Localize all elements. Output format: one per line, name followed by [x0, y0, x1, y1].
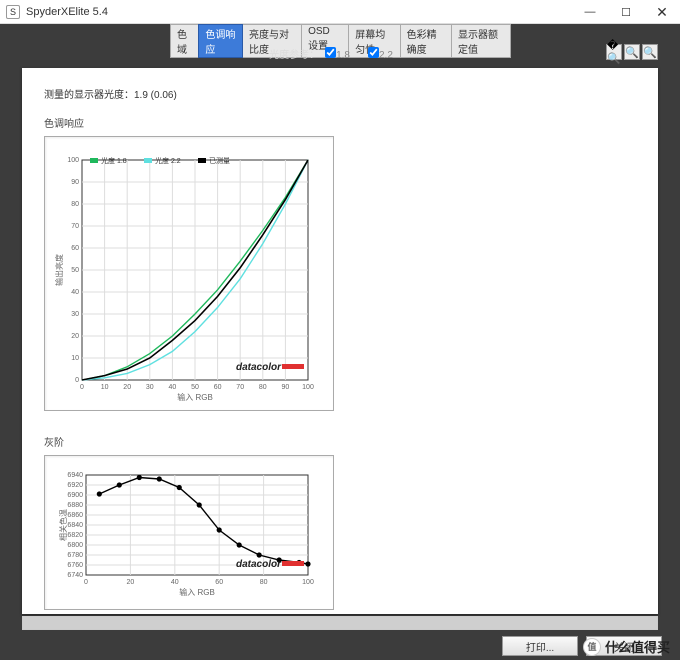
svg-text:100: 100: [302, 384, 314, 391]
svg-text:光度 2.2: 光度 2.2: [155, 156, 181, 165]
svg-text:输入 RGB: 输入 RGB: [179, 587, 215, 597]
svg-text:40: 40: [171, 579, 179, 586]
svg-text:20: 20: [123, 384, 131, 391]
gamma-ref-row: 光度参考： 1.8 2.2: [0, 46, 680, 61]
svg-text:60: 60: [71, 245, 79, 252]
svg-text:50: 50: [191, 384, 199, 391]
svg-text:6920: 6920: [67, 482, 83, 489]
window-controls: — ☐ ✕: [572, 0, 680, 24]
svg-text:已测量: 已测量: [209, 157, 230, 165]
svg-text:6880: 6880: [67, 502, 83, 509]
svg-text:6780: 6780: [67, 552, 83, 559]
zoom-toolbar: �🔍 🔍 🔍: [606, 44, 658, 60]
chart2-title: 灰阶: [44, 434, 636, 449]
svg-text:10: 10: [101, 384, 109, 391]
svg-text:datacolor: datacolor: [236, 559, 282, 570]
gamma-checkbox-2.2[interactable]: [368, 47, 379, 58]
zoom-out-icon[interactable]: 🔍: [624, 44, 640, 60]
svg-text:20: 20: [71, 333, 79, 340]
svg-text:10: 10: [71, 355, 79, 362]
svg-text:6840: 6840: [67, 522, 83, 529]
svg-text:60: 60: [214, 384, 222, 391]
window-title: SpyderXElite 5.4: [26, 6, 108, 18]
svg-text:6900: 6900: [67, 492, 83, 499]
svg-text:0: 0: [75, 377, 79, 384]
svg-text:50: 50: [71, 267, 79, 274]
svg-text:100: 100: [67, 157, 79, 164]
svg-text:datacolor: datacolor: [236, 362, 282, 373]
svg-text:6740: 6740: [67, 572, 83, 579]
svg-text:光度 1.8: 光度 1.8: [101, 156, 127, 165]
svg-text:90: 90: [282, 384, 290, 391]
svg-text:输出亮度: 输出亮度: [54, 254, 64, 286]
watermark-text: 什么值得买: [605, 637, 670, 656]
svg-text:6760: 6760: [67, 562, 83, 569]
zoom-in-icon[interactable]: �🔍: [606, 44, 622, 60]
svg-text:0: 0: [80, 384, 84, 391]
svg-text:90: 90: [71, 179, 79, 186]
svg-text:40: 40: [71, 289, 79, 296]
app-body: 色域色调响应亮度与对比度OSD 设置屏幕均匀性色彩精确度显示器额定值 光度参考：…: [0, 24, 680, 660]
measured-gamma-line: 测量的显示器光度：1.9 (0.06): [44, 86, 636, 101]
svg-text:70: 70: [236, 384, 244, 391]
svg-text:6800: 6800: [67, 542, 83, 549]
svg-text:80: 80: [260, 579, 268, 586]
report-page: 测量的显示器光度：1.9 (0.06) 色调响应 0 10 20 30 40 50 60 70…: [22, 68, 658, 614]
svg-text:相关色温: 相关色温: [58, 509, 68, 541]
svg-text:0: 0: [84, 579, 88, 586]
print-button[interactable]: 打印...: [502, 636, 578, 656]
app-icon: S: [6, 5, 20, 19]
svg-text:6860: 6860: [67, 512, 83, 519]
tone-response-chart: 0 10 20 30 40 50 60 70 80 90 100 输入 RGB 0 10 20 30 40 50 6…: [44, 136, 334, 411]
maximize-button[interactable]: ☐: [608, 0, 644, 24]
gamma-ref-label: 光度参考：: [269, 46, 319, 61]
svg-text:70: 70: [71, 223, 79, 230]
minimize-button[interactable]: —: [572, 0, 608, 24]
watermark-badge-icon: 值: [583, 638, 601, 656]
svg-text:60: 60: [215, 579, 223, 586]
svg-text:80: 80: [71, 201, 79, 208]
horizontal-scrollbar[interactable]: [22, 616, 658, 630]
svg-text:100: 100: [302, 579, 314, 586]
svg-text:30: 30: [146, 384, 154, 391]
chart1-title: 色调响应: [44, 115, 636, 130]
svg-text:6820: 6820: [67, 532, 83, 539]
grayscale-chart: 0 20 40 60 80 100 输入 RGB 6740 6760 6780 6800 6820 68…: [44, 455, 334, 610]
svg-text:30: 30: [71, 311, 79, 318]
svg-text:20: 20: [127, 579, 135, 586]
gamma-value-1.8: 1.8: [336, 50, 350, 61]
zoom-fit-icon[interactable]: 🔍: [642, 44, 658, 60]
gamma-checkbox-1.8[interactable]: [325, 47, 336, 58]
watermark: 值 什么值得买: [579, 635, 674, 658]
svg-text:80: 80: [259, 384, 267, 391]
close-button[interactable]: ✕: [644, 0, 680, 24]
svg-text:40: 40: [169, 384, 177, 391]
svg-text:6940: 6940: [67, 472, 83, 479]
gamma-value-2.2: 2.2: [379, 50, 393, 61]
svg-text:输入 RGB: 输入 RGB: [177, 392, 213, 402]
